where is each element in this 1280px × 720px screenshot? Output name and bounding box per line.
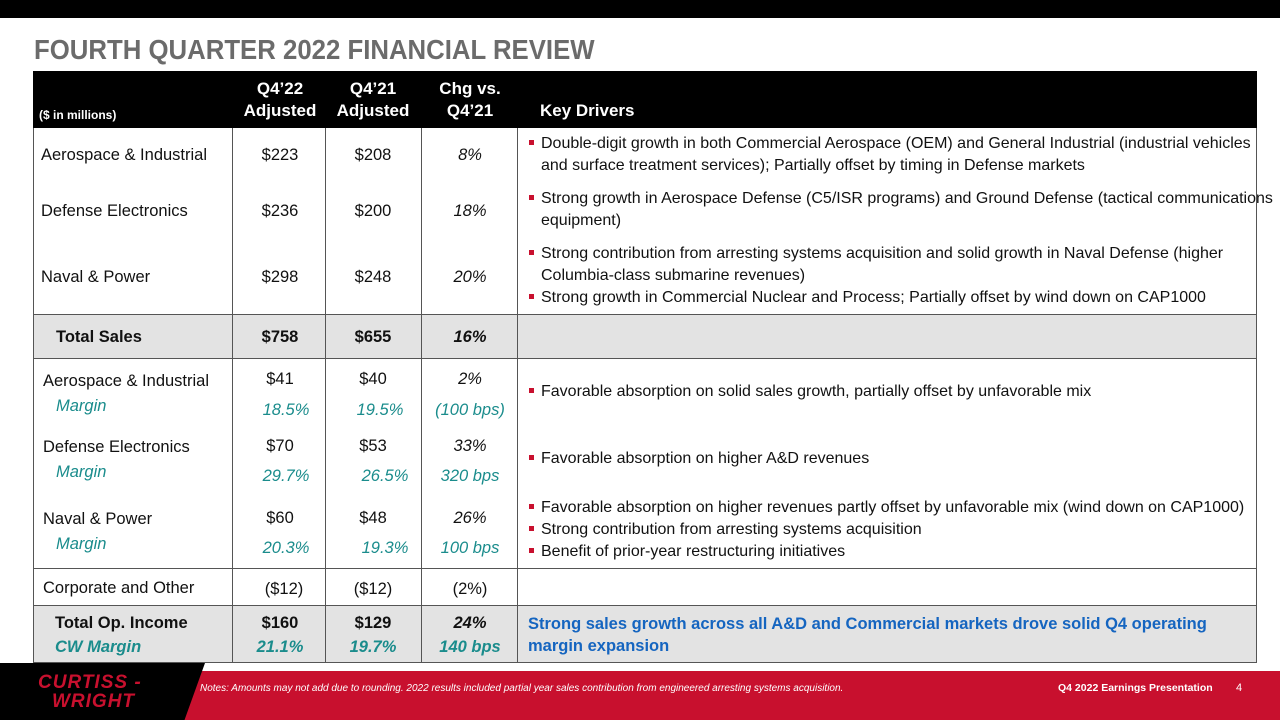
top-bar (0, 0, 1280, 18)
col-header-q4-22: Q4’22 Adjusted (243, 79, 317, 120)
divider (33, 568, 1257, 569)
col-header-key-drivers: Key Drivers (540, 101, 635, 120)
q4-22-value: $70 (266, 437, 294, 455)
driver-bullet: Double-digit growth in both Commercial A… (529, 133, 1251, 177)
divider (232, 128, 233, 663)
change-value: 2% (458, 370, 482, 388)
segment-name: Defense Electronics (43, 438, 190, 456)
page-number: 4 (1236, 682, 1243, 694)
page-title: FOURTH QUARTER 2022 FINANCIAL REVIEW (34, 34, 595, 65)
financial-table: ($ in millions) Q4’22 Adjusted Q4’21 Adjus… (33, 71, 1273, 663)
q4-21-value: $208 (354, 146, 392, 164)
margin-q4-22: 29.7% (262, 467, 310, 485)
margin-q4-21: 19.7% (349, 638, 397, 656)
change-value: 26% (453, 509, 487, 527)
units-label: ($ in millions) (39, 108, 117, 122)
segment-name: Aerospace & Industrial (43, 372, 210, 390)
margin-q4-21: 19.5% (356, 401, 404, 419)
divider (33, 605, 1257, 606)
total-op-row-bg (33, 605, 1257, 663)
change-value: 20% (453, 268, 487, 286)
margin-label: Margin (56, 463, 107, 481)
driver-bullet: Strong growth in Commercial Nuclear and … (529, 287, 1206, 309)
col-header-q4-21: Q4’21 Adjusted (336, 79, 410, 120)
presentation-title: Q4 2022 Earnings Presentation (1058, 682, 1213, 694)
change-value: 8% (458, 146, 482, 164)
segment-name: Aerospace & Industrial (41, 146, 208, 164)
margin-q4-22: 20.3% (262, 539, 310, 557)
divider (33, 358, 1257, 359)
q4-22-value: $223 (261, 146, 299, 164)
segment-name: Defense Electronics (41, 202, 188, 220)
q4-21-value: $40 (359, 370, 387, 388)
margin-label: Margin (56, 397, 107, 415)
q4-22-value: $236 (261, 202, 299, 220)
margin-q4-21: 19.3% (361, 539, 409, 557)
q4-22-value: $60 (266, 509, 294, 527)
driver-bullet: Favorable absorption on higher A&D reven… (529, 448, 869, 470)
total-sales-row-bg (33, 314, 1257, 358)
table-header (33, 71, 1257, 128)
margin-change: 100 bps (440, 539, 500, 557)
margin-q4-21: 26.5% (361, 467, 409, 485)
total-sales-label: Total Sales (56, 328, 142, 346)
footnote: Notes: Amounts may not add due to roundi… (200, 683, 844, 694)
q4-22-value: $298 (261, 268, 299, 286)
q4-21-value: ($12) (353, 580, 393, 598)
q4-21-value: $655 (354, 328, 392, 346)
driver-bullet: Strong contribution from arresting syste… (529, 243, 1223, 287)
driver-bullet: Strong growth in Aerospace Defense (C5/I… (529, 188, 1273, 232)
divider (33, 314, 1257, 315)
company-logo: CURTISS - WRIGHT (0, 663, 205, 720)
margin-change: (100 bps) (435, 401, 505, 419)
divider (1256, 128, 1257, 663)
margin-change: 320 bps (440, 467, 500, 485)
change-value: 24% (453, 614, 487, 632)
divider (517, 128, 518, 663)
change-value: 18% (453, 202, 487, 220)
driver-bullet: Favorable absorption on solid sales grow… (529, 381, 1091, 403)
segment-name: Corporate and Other (43, 579, 195, 597)
q4-22-value: $41 (266, 370, 294, 388)
divider (421, 128, 422, 663)
q4-21-value: $248 (354, 268, 392, 286)
segment-name: Naval & Power (43, 510, 153, 528)
segment-name: Naval & Power (41, 268, 151, 286)
margin-label: Margin (56, 535, 107, 553)
q4-21-value: $48 (359, 509, 387, 527)
q4-22-value: $160 (261, 614, 299, 632)
total-op-label: Total Op. Income (55, 614, 188, 632)
margin-q4-22: 18.5% (262, 401, 310, 419)
change-value: 33% (453, 437, 487, 455)
divider (33, 662, 1257, 663)
q4-22-value: ($12) (264, 580, 304, 598)
change-value: 16% (453, 328, 487, 346)
cw-margin-label: CW Margin (55, 638, 142, 656)
divider (33, 128, 34, 663)
col-header-change: Chg vs. Q4’21 (439, 79, 501, 120)
margin-q4-22: 21.1% (256, 638, 304, 656)
q4-21-value: $53 (359, 437, 387, 455)
driver-bullet: Favorable absorption on higher revenues … (529, 497, 1244, 563)
total-op-driver: Strong sales growth across all A&D and C… (528, 615, 1207, 655)
margin-change: 140 bps (439, 638, 501, 656)
footer-band (0, 671, 1280, 720)
footer: CURTISS - WRIGHT Notes: Amounts may not … (0, 663, 1280, 720)
q4-21-value: $200 (354, 202, 392, 220)
q4-21-value: $129 (354, 614, 392, 632)
divider (325, 128, 326, 663)
q4-22-value: $758 (261, 328, 299, 346)
change-value: (2%) (452, 580, 488, 598)
